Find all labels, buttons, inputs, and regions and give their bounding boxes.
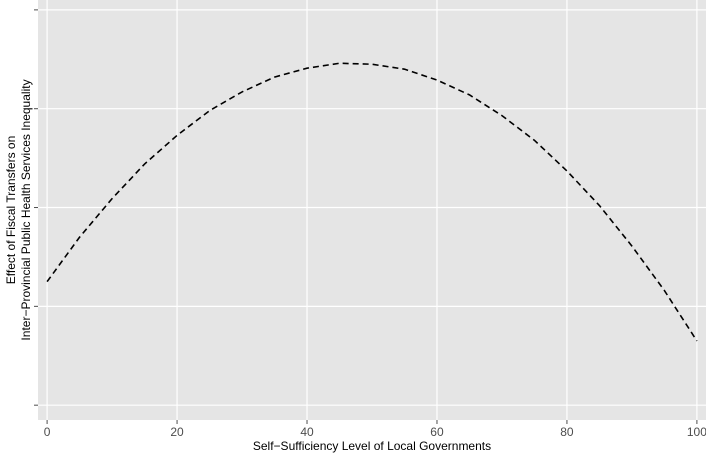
- x-tick-label: 80: [560, 425, 574, 439]
- x-tick-label: 100: [687, 425, 706, 439]
- x-tick-label: 60: [430, 425, 444, 439]
- x-tick-label: 0: [44, 425, 51, 439]
- y-axis-title: Inter−Provincial Public Health Services …: [19, 79, 33, 340]
- y-axis-title: Effect of Fiscal Transfers on: [4, 136, 18, 285]
- x-tick-label: 20: [170, 425, 184, 439]
- x-axis-title: Self−Sufficiency Level of Local Governme…: [253, 439, 491, 453]
- plot-panel: [38, 0, 706, 420]
- x-tick-label: 40: [300, 425, 314, 439]
